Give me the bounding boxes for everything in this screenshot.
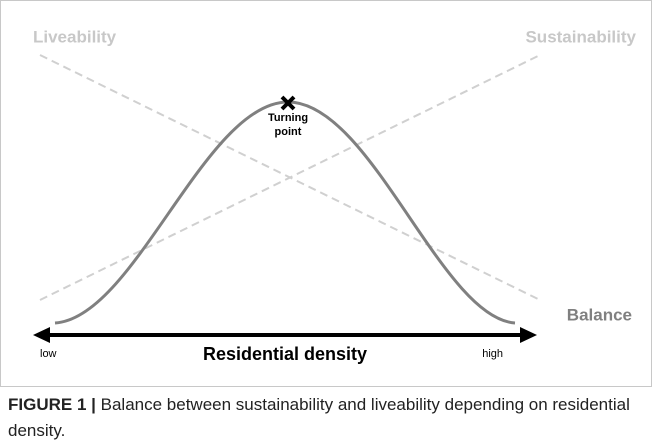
axis-arrow (33, 327, 537, 343)
diagram: Turning point Liveability Sustainability… (0, 0, 652, 387)
caption-label: FIGURE 1 | (8, 395, 96, 414)
balance-label: Balance (567, 305, 632, 324)
turning-label: Turning (268, 112, 308, 124)
sustainability-line (39, 54, 541, 301)
point-label: point (275, 126, 302, 138)
liveability-label: Liveability (33, 27, 117, 46)
low-label: low (40, 348, 57, 360)
sustainability-label: Sustainability (525, 27, 636, 46)
axis-label: Residential density (203, 344, 367, 364)
frame (0, 0, 652, 387)
high-label: high (482, 348, 503, 360)
turning-point-mark (280, 95, 296, 111)
caption-text: Balance between sustainability and livea… (8, 395, 630, 440)
caption: FIGURE 1 | Balance between sustainabilit… (8, 392, 648, 444)
